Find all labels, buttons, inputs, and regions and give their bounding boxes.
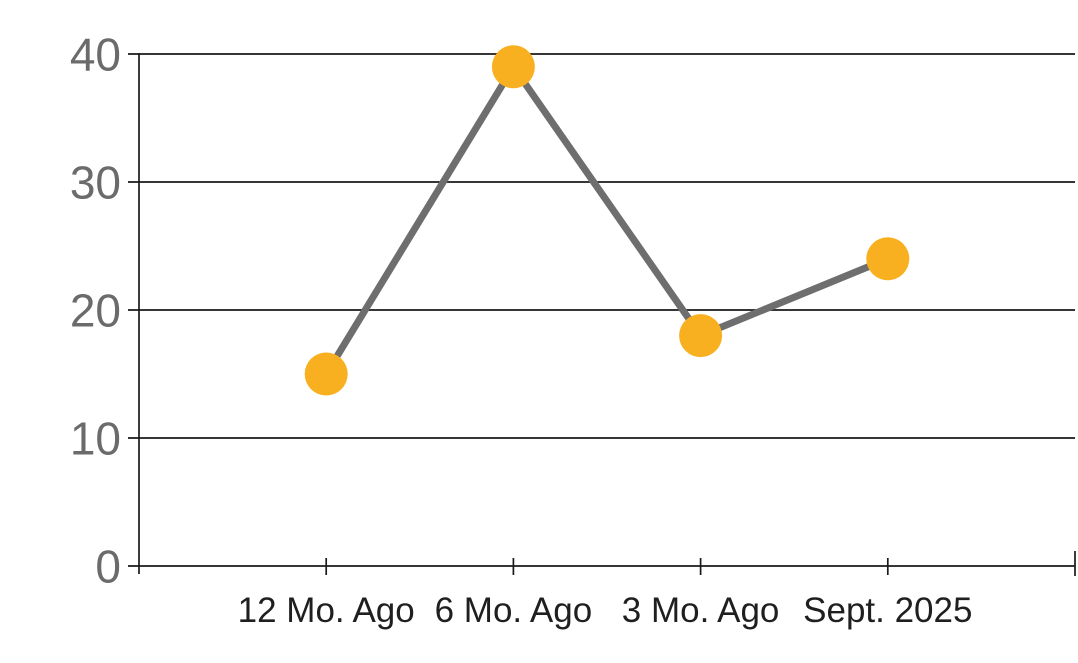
data-point-marker xyxy=(679,314,723,358)
data-point-marker xyxy=(491,45,535,89)
data-point-marker xyxy=(866,237,910,281)
y-tick-label: 40 xyxy=(70,29,121,81)
y-tick-label: 30 xyxy=(70,157,121,209)
y-tick-label: 20 xyxy=(70,285,121,337)
data-point-marker xyxy=(304,352,348,396)
x-tick-label: Sept. 2025 xyxy=(803,591,972,630)
x-tick-label: 6 Mo. Ago xyxy=(435,591,593,630)
y-tick-label: 10 xyxy=(70,413,121,465)
x-tick-label: 3 Mo. Ago xyxy=(622,591,780,630)
y-tick-label: 0 xyxy=(95,541,121,593)
data-line xyxy=(322,63,892,378)
x-tick-label: 12 Mo. Ago xyxy=(238,591,415,630)
